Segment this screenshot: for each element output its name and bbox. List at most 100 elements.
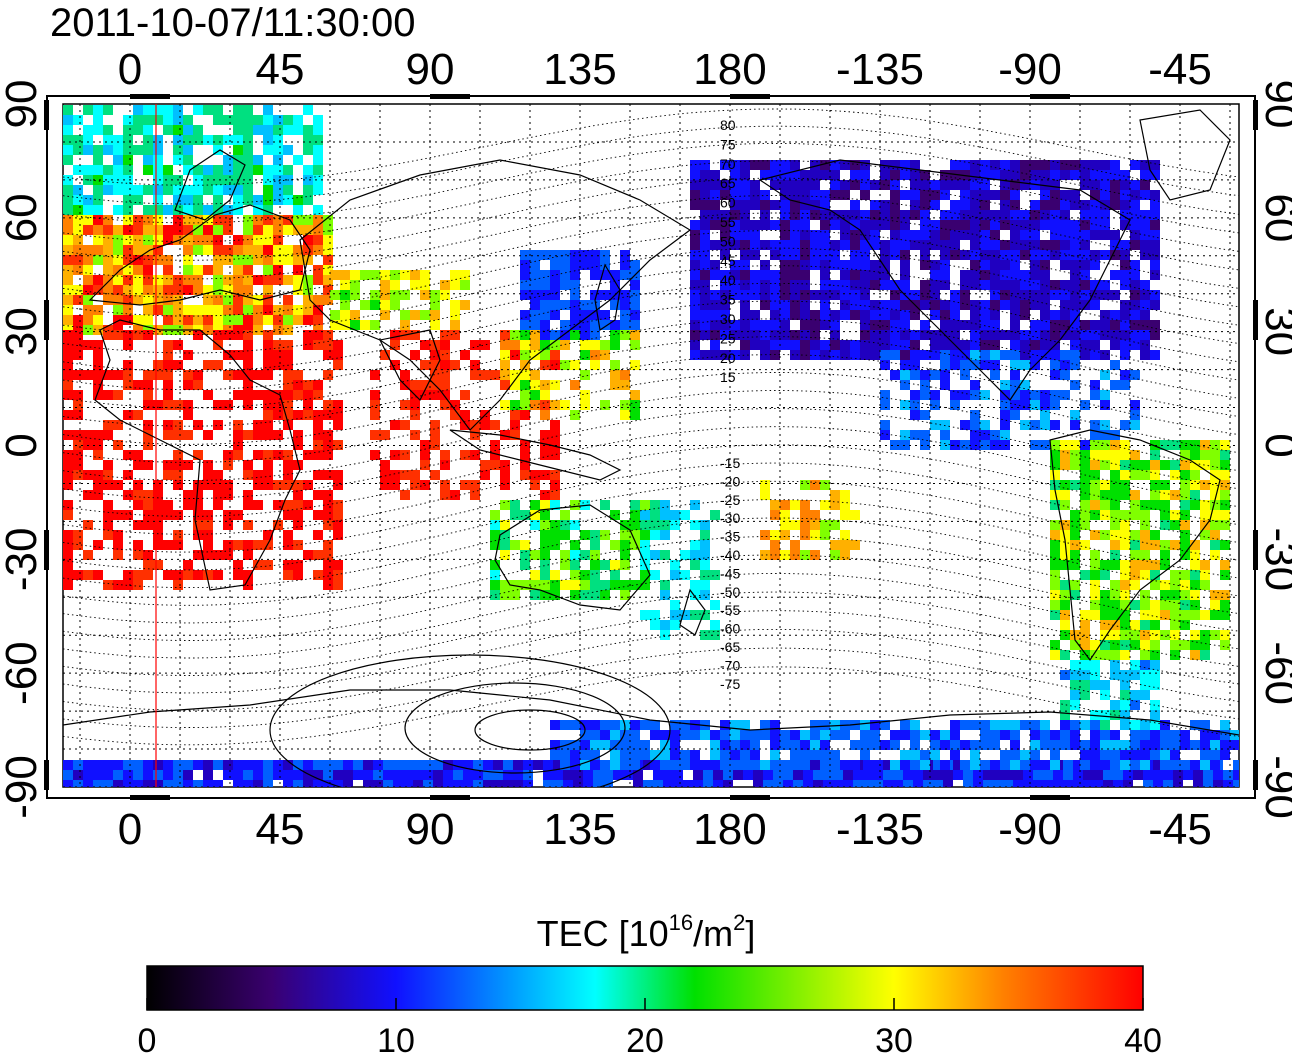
tec-cell <box>600 290 610 300</box>
tec-cell <box>690 580 700 590</box>
tec-cell <box>720 350 730 360</box>
tec-cell <box>143 560 153 570</box>
tec-cell <box>510 580 520 590</box>
tec-cell <box>1060 240 1070 250</box>
tec-cell <box>143 315 153 325</box>
tec-cell <box>103 330 113 340</box>
tec-cell <box>410 280 420 290</box>
tec-cell <box>990 740 1000 750</box>
tec-cell <box>1080 510 1090 520</box>
tec-cell <box>820 750 830 760</box>
tec-cell <box>103 295 113 305</box>
tec-cell <box>500 590 510 600</box>
tec-cell <box>183 380 193 390</box>
tec-cell <box>543 780 553 787</box>
tec-cell <box>800 300 810 310</box>
tec-cell <box>890 160 900 170</box>
tec-cell <box>763 780 773 787</box>
tec-cell <box>1090 480 1100 490</box>
tec-cell <box>520 410 530 420</box>
tec-cell <box>900 220 910 230</box>
tec-cell <box>1040 300 1050 310</box>
tec-cell <box>580 570 590 580</box>
tec-cell <box>860 320 870 330</box>
tec-cell <box>223 770 233 780</box>
tec-cell <box>1130 420 1140 430</box>
tec-cell <box>73 530 83 540</box>
tec-cell <box>263 165 273 175</box>
tec-cell <box>1160 540 1170 550</box>
tec-cell <box>313 295 323 305</box>
tec-cell <box>790 240 800 250</box>
tec-cell <box>690 500 700 510</box>
tec-cell <box>600 500 610 510</box>
tec-cell <box>293 115 303 125</box>
tec-cell <box>700 280 710 290</box>
tec-cell <box>510 590 520 600</box>
tec-cell <box>860 340 870 350</box>
tec-cell <box>540 380 550 390</box>
tec-cell <box>1080 540 1090 550</box>
tec-cell <box>630 390 640 400</box>
tec-cell <box>960 360 970 370</box>
tec-cell <box>450 300 460 310</box>
tec-cell <box>93 175 103 185</box>
tec-cell <box>1080 300 1090 310</box>
tec-cell <box>1070 680 1080 690</box>
tec-cell <box>1150 200 1160 210</box>
tec-cell <box>1080 640 1090 650</box>
tec-cell <box>440 400 450 410</box>
tec-cell <box>740 210 750 220</box>
tec-cell <box>630 280 640 290</box>
tec-cell <box>740 310 750 320</box>
tec-cell <box>203 285 213 295</box>
tec-cell <box>720 240 730 250</box>
tec-cell <box>423 780 433 787</box>
tec-cell <box>740 160 750 170</box>
tec-cell <box>470 370 480 380</box>
tec-cell <box>1140 190 1150 200</box>
tec-cell <box>123 285 133 295</box>
tec-cell <box>323 245 333 255</box>
tec-cell <box>283 480 293 490</box>
tec-cell <box>990 170 1000 180</box>
tec-cell <box>770 320 780 330</box>
tec-cell <box>740 250 750 260</box>
tec-cell <box>690 560 700 570</box>
tec-cell <box>520 330 530 340</box>
tec-cell <box>73 185 83 195</box>
tec-cell <box>400 490 410 500</box>
tec-cell <box>1000 260 1010 270</box>
tec-cell <box>980 270 990 280</box>
tec-cell <box>983 770 993 780</box>
tec-cell <box>153 285 163 295</box>
tec-cell <box>800 210 810 220</box>
tec-cell <box>313 420 323 430</box>
tec-cell <box>933 770 943 780</box>
tec-cell <box>93 285 103 295</box>
tec-cell <box>1200 570 1210 580</box>
tec-cell <box>640 510 650 520</box>
tec-cell <box>1133 770 1143 780</box>
tec-cell <box>500 340 510 350</box>
tec-cell <box>570 310 580 320</box>
tec-cell <box>63 195 73 205</box>
tec-cell <box>930 420 940 430</box>
colorbar-tick-label: 10 <box>377 1022 415 1057</box>
tec-cell <box>363 780 373 787</box>
tec-cell <box>770 750 780 760</box>
tec-cell <box>530 270 540 280</box>
tec-cell <box>370 390 380 400</box>
tec-cell <box>690 590 700 600</box>
tec-cell <box>263 370 273 380</box>
tec-cell <box>263 760 273 770</box>
tec-cell <box>1010 730 1020 740</box>
tec-cell <box>910 230 920 240</box>
tec-cell <box>1020 250 1030 260</box>
tec-cell <box>1130 740 1140 750</box>
tec-cell <box>830 490 840 500</box>
tec-cell <box>920 440 930 450</box>
tec-cell <box>850 510 860 520</box>
tec-cell <box>730 180 740 190</box>
tec-cell <box>1020 720 1030 730</box>
